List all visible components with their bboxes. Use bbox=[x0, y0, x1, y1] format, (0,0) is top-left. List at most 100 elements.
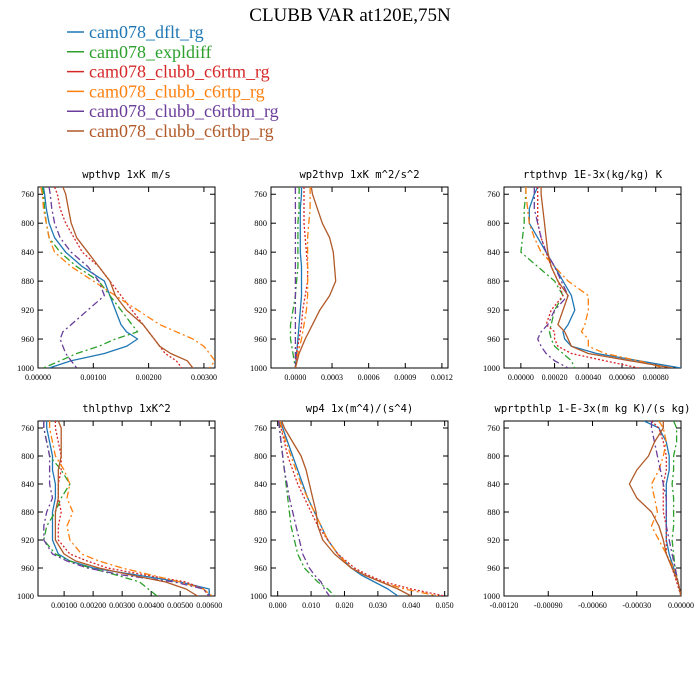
legend-label: cam078_clubb_c6rtbm_rg bbox=[89, 101, 279, 121]
plot-frame bbox=[503, 420, 682, 597]
series-line bbox=[42, 187, 139, 368]
y-tick-label: 960 bbox=[21, 334, 34, 344]
y-tick-label: 920 bbox=[21, 535, 34, 545]
series-group bbox=[289, 187, 337, 368]
y-tick-label: 840 bbox=[487, 247, 500, 257]
x-tick-label: 0.0012 bbox=[431, 373, 453, 382]
legend-label: cam078_expldiff bbox=[89, 42, 212, 62]
plot-frame bbox=[503, 186, 682, 369]
x-tick-label: 0.00080 bbox=[643, 373, 669, 382]
x-tick-label: 0.00020 bbox=[542, 373, 568, 382]
x-tick-label: 0.00060 bbox=[609, 373, 635, 382]
y-tick-label: 880 bbox=[254, 507, 267, 517]
y-tick-label: 920 bbox=[254, 535, 267, 545]
series-line bbox=[650, 421, 681, 596]
series-line bbox=[628, 421, 681, 596]
x-tick-label: 0.00200 bbox=[80, 601, 106, 610]
y-tick-label: 1000 bbox=[17, 363, 34, 373]
series-group bbox=[43, 421, 213, 596]
x-tick-label: 0.040 bbox=[402, 601, 420, 610]
y-tick-label: 1000 bbox=[250, 591, 267, 601]
series-line bbox=[540, 187, 673, 368]
series-group bbox=[278, 421, 445, 596]
y-tick-label: 800 bbox=[21, 451, 34, 461]
y-tick-label: 760 bbox=[487, 423, 500, 433]
series-line bbox=[294, 187, 311, 368]
series-line bbox=[294, 187, 303, 368]
series-line bbox=[289, 187, 300, 368]
x-tick-label: 0.00000 bbox=[508, 373, 534, 382]
y-tick-label: 880 bbox=[21, 507, 34, 517]
chart-panel: wp4 1x(m^4)/(s^4)76080084088092096010000… bbox=[250, 403, 454, 610]
series-line bbox=[41, 187, 139, 368]
y-tick-label: 920 bbox=[21, 305, 34, 315]
chart-panel: rtpthvp 1E-3x(kg/kg) K 760 800 840 880 920 960… bbox=[483, 169, 682, 382]
x-tick-label: 0.050 bbox=[436, 601, 454, 610]
x-tick-label: 0.00400 bbox=[138, 601, 164, 610]
y-tick-label: 800 bbox=[254, 218, 267, 228]
plot-frame bbox=[37, 186, 216, 369]
series-line bbox=[278, 421, 335, 596]
y-tick-label: 800 bbox=[21, 218, 34, 228]
figure-title: CLUBB VAR at120E,75N bbox=[249, 5, 451, 26]
series-line bbox=[43, 421, 210, 596]
y-tick-label: 800 bbox=[254, 451, 267, 461]
panel-title: wp2thvp 1xK m^2/s^2 bbox=[299, 169, 419, 181]
series-line bbox=[281, 421, 412, 596]
y-tick-label: 1000 bbox=[17, 591, 34, 601]
series-line bbox=[671, 421, 681, 596]
series-line bbox=[533, 187, 569, 368]
legend-item: cam078_clubb_c6rtp_rg bbox=[67, 81, 265, 101]
legend-label: cam078_clubb_c6rtp_rg bbox=[89, 81, 265, 101]
series-line bbox=[48, 421, 213, 596]
x-tick-label: -0.00120 bbox=[490, 601, 519, 610]
series-line bbox=[278, 421, 445, 596]
x-tick-label: 0.00200 bbox=[136, 373, 162, 382]
chart-panel: wp2thvp 1xK m^2/s^2 760 800 840 880 920 960 100… bbox=[250, 169, 453, 382]
series-line bbox=[46, 421, 210, 596]
y-tick-label: 960 bbox=[254, 563, 267, 573]
y-tick-label: 800 bbox=[487, 451, 500, 461]
y-tick-label: 760 bbox=[487, 189, 500, 199]
x-tick-label: 0.020 bbox=[335, 601, 353, 610]
x-tick-label: 0.00040 bbox=[575, 373, 601, 382]
series-line bbox=[53, 187, 183, 368]
series-group bbox=[628, 421, 681, 596]
panel-title: thlpthvp 1xK^2 bbox=[82, 403, 171, 415]
x-tick-label: 0.00300 bbox=[109, 601, 135, 610]
series-line bbox=[294, 187, 309, 368]
series-group bbox=[520, 187, 681, 368]
chart-panel: thlpthvp 1xK^2 760 800 840 880 920 960 1000 0.00… bbox=[17, 403, 222, 610]
x-tick-label: 0.00000 bbox=[668, 601, 694, 610]
x-tick-label: 0.000 bbox=[269, 601, 287, 610]
x-tick-label: 0.0003 bbox=[321, 373, 343, 382]
y-tick-label: 880 bbox=[21, 276, 34, 286]
y-tick-label: 1000 bbox=[483, 591, 500, 601]
legend-label: cam078_clubb_c6rtbp_rg bbox=[89, 121, 274, 141]
x-tick-label: 0.0009 bbox=[394, 373, 416, 382]
y-tick-label: 760 bbox=[254, 189, 267, 199]
x-tick-label: 0.00100 bbox=[51, 601, 77, 610]
y-tick-label: 760 bbox=[254, 423, 267, 433]
y-tick-label: 880 bbox=[254, 276, 267, 286]
series-line bbox=[651, 421, 681, 596]
series-line bbox=[62, 187, 194, 368]
x-tick-label: -0.00090 bbox=[534, 601, 563, 610]
y-tick-label: 960 bbox=[254, 334, 267, 344]
y-tick-label: 760 bbox=[21, 189, 34, 199]
panels: wpthvp 1xK m/s76080084088092096010000.00… bbox=[17, 169, 694, 610]
x-tick-label: 0.0006 bbox=[358, 373, 380, 382]
y-tick-label: 800 bbox=[487, 218, 500, 228]
x-tick-label: 0.010 bbox=[302, 601, 320, 610]
x-tick-label: -0.00030 bbox=[622, 601, 651, 610]
series-line bbox=[525, 187, 665, 368]
y-tick-label: 1000 bbox=[483, 363, 500, 373]
series-line bbox=[54, 421, 198, 596]
y-tick-label: 840 bbox=[254, 479, 267, 489]
series-group bbox=[40, 187, 215, 368]
legend-item: cam078_clubb_c6rtm_rg bbox=[67, 62, 270, 82]
y-tick-label: 840 bbox=[21, 479, 34, 489]
x-tick-label: 0.00000 bbox=[25, 373, 51, 382]
x-tick-label: -0.00060 bbox=[578, 601, 607, 610]
series-line bbox=[40, 187, 215, 368]
